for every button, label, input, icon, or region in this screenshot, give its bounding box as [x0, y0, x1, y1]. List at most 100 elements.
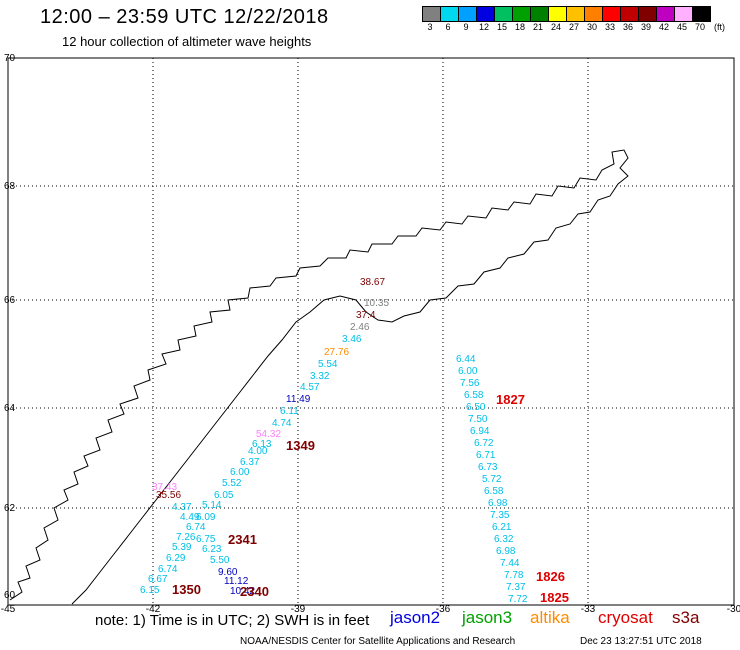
swh-label: 5.14: [202, 500, 222, 511]
swh-label: 6.58: [484, 486, 504, 497]
swh-label: 5.72: [482, 474, 502, 485]
swh-label: 5.50: [210, 555, 230, 566]
colorbar-tick: 6: [445, 22, 451, 32]
note: note: 1) Time is in UTC; 2) SWH is in fe…: [95, 612, 370, 629]
swh-label: 7.56: [460, 378, 480, 389]
swh-label: 7.50: [468, 414, 488, 425]
legend-item-jason2: jason2: [390, 608, 441, 627]
lat-label: 62: [4, 503, 16, 514]
colorbar-tick: 18: [514, 22, 526, 32]
pass-time-label: 2341: [228, 532, 257, 547]
colorbar-tick: 3: [427, 22, 433, 32]
swh-label: 6.73: [478, 462, 498, 473]
colorbar-tick: 27: [568, 22, 580, 32]
colorbar-unit: (ft): [714, 22, 725, 32]
colorbar-swatch: [692, 6, 711, 22]
swh-label: 6.94: [470, 426, 490, 437]
swh-label: 6.67: [148, 574, 168, 585]
swh-label: 6.05: [214, 490, 234, 501]
track-labels: 6.446.007.566.586.507.506.946.726.716.73…: [140, 277, 528, 605]
swh-label: 37.4: [356, 310, 376, 321]
colorbar-tick: 33: [604, 22, 616, 32]
pass-time-label: 1350: [172, 582, 201, 597]
lat-label: 60: [4, 590, 16, 601]
pass-time-label: 1826: [536, 569, 565, 584]
swh-label: 6.98: [496, 546, 516, 557]
lon-label: -39: [291, 604, 306, 615]
swh-label: 4.49: [180, 512, 200, 523]
swh-label: 6.00: [458, 366, 478, 377]
swh-label: 6.71: [476, 450, 496, 461]
swh-label: 6.15: [140, 585, 160, 596]
swh-label: 27.76: [324, 347, 349, 358]
swh-label: 6.23: [202, 544, 222, 555]
time-labels: 1827 1826 1825 1349 2341 1350 2340: [172, 392, 569, 605]
legend-item-s3a: s3a: [672, 608, 700, 627]
graticule: [8, 58, 734, 605]
swh-label: 4.74: [272, 418, 292, 429]
colorbar-tick: 9: [463, 22, 469, 32]
swh-label: 6.13: [252, 439, 272, 450]
lon-label: -45: [1, 604, 16, 615]
swh-label: 35.56: [156, 490, 181, 501]
colorbar-tick: 30: [586, 22, 598, 32]
swh-label: 5.54: [318, 359, 338, 370]
legend-item-jason3: jason3: [462, 608, 513, 627]
pass-time-label: 2340: [240, 584, 269, 599]
legend-item-cryosat: cryosat: [598, 608, 653, 627]
footer-credit: NOAA/NESDIS Center for Satellite Applica…: [240, 636, 516, 647]
lat-label: 68: [4, 181, 16, 192]
footer-timestamp: Dec 23 13:27:51 UTC 2018: [580, 636, 702, 647]
swh-label: 38.67: [360, 277, 385, 288]
swh-label: 7.78: [504, 570, 524, 581]
colorbar-tick: 39: [640, 22, 652, 32]
pass-time-label: 1825: [540, 590, 569, 605]
swh-label: 6.74: [158, 564, 178, 575]
swh-label: 10.42: [230, 586, 255, 597]
lon-label: -36: [436, 604, 451, 615]
swh-label: 6.29: [166, 553, 186, 564]
swh-label: 6.11: [280, 406, 299, 417]
swh-label: 6.58: [464, 390, 484, 401]
swh-label: 54.32: [256, 429, 281, 440]
pass-time-label: 1827: [496, 392, 525, 407]
colorbar-ticks: 3 6 9 12 15 18 21 24 27 30 33 36 39 42 45 70: [422, 22, 732, 36]
axis-labels: 70 68 66 64 62 60 -45 -42 -39 -36 -33 -30: [1, 53, 740, 615]
swh-label: 7.37: [506, 582, 526, 593]
swh-label: 9.60: [218, 567, 238, 578]
swh-label: 3.46: [342, 334, 362, 345]
colorbar-tick: 70: [694, 22, 706, 32]
swh-label: 4.37: [172, 502, 192, 513]
page-title: 12:00 – 23:59 UTC 12/22/2018: [40, 6, 329, 28]
swh-label: 7.35: [490, 510, 510, 521]
pass-time-label: 1349: [286, 438, 315, 453]
swh-label: 6.98: [488, 498, 508, 509]
swh-label: 7.44: [500, 558, 520, 569]
lon-label: -42: [146, 604, 161, 615]
colorbar-tick: 45: [676, 22, 688, 32]
swh-label: 2.46: [350, 322, 370, 333]
swh-label: 6.21: [492, 522, 512, 533]
lon-label: -30: [727, 604, 740, 615]
colorbar-tick: 12: [478, 22, 490, 32]
swh-label: 37.43: [152, 482, 177, 493]
lon-label: -33: [581, 604, 596, 615]
swh-label: 7.26: [176, 532, 196, 543]
lat-label: 70: [4, 53, 16, 64]
swh-label: 4.57: [300, 382, 320, 393]
swh-label: 3.32: [310, 371, 330, 382]
swh-label: 6.37: [240, 457, 260, 468]
colorbar-tick: 21: [532, 22, 544, 32]
swh-label: 6.32: [494, 534, 514, 545]
coastline: [9, 149, 629, 605]
swh-label: 6.74: [186, 522, 206, 533]
swh-label: 6.09: [196, 512, 216, 523]
colorbar: [422, 6, 711, 22]
page-subtitle: 12 hour collection of altimeter wave hei…: [62, 34, 312, 49]
colorbar-tick: 36: [622, 22, 634, 32]
swh-label: 10.35: [364, 298, 389, 309]
map-frame: [7, 57, 735, 606]
lat-label: 64: [4, 403, 16, 414]
lat-label: 66: [4, 295, 16, 306]
